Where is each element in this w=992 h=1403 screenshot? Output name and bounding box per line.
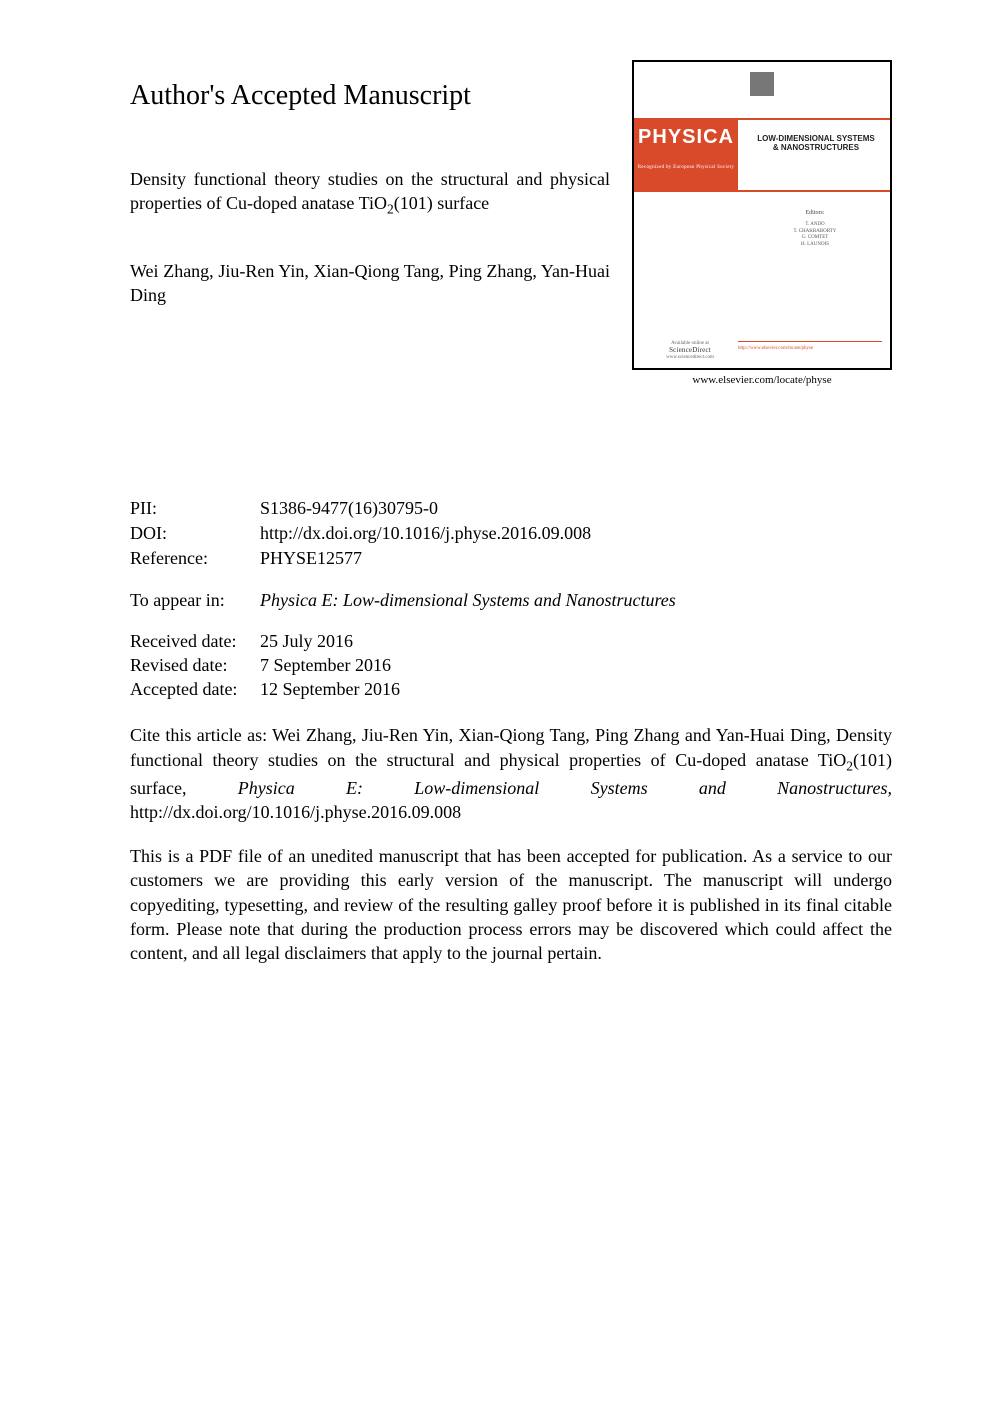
meta-row-pii: PII: S1386-9477(16)30795-0 <box>130 496 892 521</box>
dates-block: Received date: 25 July 2016 Revised date… <box>130 629 892 702</box>
cover-top <box>634 62 890 118</box>
article-meta: PII: S1386-9477(16)30795-0 DOI: http://d… <box>130 496 892 572</box>
to-appear-row: To appear in: Physica E: Low-dimensional… <box>130 590 892 611</box>
received-label: Received date: <box>130 629 260 653</box>
meta-row-reference: Reference: PHYSE12577 <box>130 546 892 571</box>
editors-label: Editors: <box>748 210 882 216</box>
title-subscript: 2 <box>387 202 394 217</box>
sciencedirect-name: ScienceDirect <box>642 347 738 355</box>
journal-cover-wrap: PHYSICA Recognized by European Physical … <box>632 60 892 386</box>
page-heading: Author's Accepted Manuscript <box>130 80 610 112</box>
cover-bottom: Available online at ScienceDirect www.sc… <box>634 341 890 360</box>
journal-subtitle: Recognized by European Physical Society <box>634 165 738 170</box>
cite-post: http://dx.doi.org/10.1016/j.physe.2016.0… <box>130 802 461 822</box>
editors-list: T. ANDO T. CHAKRABORTY G. COMTET H. LAUN… <box>748 222 882 248</box>
reference-label: Reference: <box>130 546 260 571</box>
publisher-logo-icon <box>750 72 774 96</box>
doi-value[interactable]: http://dx.doi.org/10.1016/j.physe.2016.0… <box>260 521 591 546</box>
date-row-revised: Revised date: 7 September 2016 <box>130 653 892 677</box>
cover-caption: www.elsevier.com/locate/physe <box>632 374 892 386</box>
pii-value: S1386-9477(16)30795-0 <box>260 496 438 521</box>
authors: Wei Zhang, Jiu-Ren Yin, Xian-Qiong Tang,… <box>130 259 610 308</box>
cite-subscript: 2 <box>846 758 853 773</box>
accepted-label: Accepted date: <box>130 677 260 701</box>
cover-mid-right: Editors: T. ANDO T. CHAKRABORTY G. COMTE… <box>738 192 890 322</box>
to-appear-label: To appear in: <box>130 590 260 611</box>
received-value: 25 July 2016 <box>260 629 353 653</box>
band-right: LOW-DIMENSIONAL SYSTEMS & NANOSTRUCTURES <box>738 118 890 192</box>
meta-row-doi: DOI: http://dx.doi.org/10.1016/j.physe.2… <box>130 521 892 546</box>
cover-mid-left <box>634 192 738 322</box>
journal-name: PHYSICA <box>634 126 738 149</box>
pii-label: PII: <box>130 496 260 521</box>
revised-label: Revised date: <box>130 653 260 677</box>
journal-scope-line1: LOW-DIMENSIONAL SYSTEMS <box>748 134 884 143</box>
physica-box: PHYSICA Recognized by European Physical … <box>634 118 738 192</box>
cite-pre: Cite this article as: Wei Zhang, Jiu-Ren… <box>130 725 892 769</box>
cover-journal-url: http://www.elsevier.com/locate/physe <box>738 341 882 360</box>
citation-block: Cite this article as: Wei Zhang, Jiu-Ren… <box>130 723 892 824</box>
cover-title-band: PHYSICA Recognized by European Physical … <box>634 118 890 192</box>
date-row-received: Received date: 25 July 2016 <box>130 629 892 653</box>
cover-mid: Editors: T. ANDO T. CHAKRABORTY G. COMTE… <box>634 192 890 322</box>
cite-journal-italic: Physica E: Low-dimensional Systems and N… <box>238 778 892 798</box>
notice-paragraph: This is a PDF file of an unedited manusc… <box>130 844 892 965</box>
title-text-pre: Density functional theory studies on the… <box>130 169 610 213</box>
sciencedirect-box: Available online at ScienceDirect www.sc… <box>642 341 738 360</box>
accepted-value: 12 September 2016 <box>260 677 400 701</box>
title-author-column: Author's Accepted Manuscript Density fun… <box>130 60 610 308</box>
date-row-accepted: Accepted date: 12 September 2016 <box>130 677 892 701</box>
manuscript-cover-page: Author's Accepted Manuscript Density fun… <box>0 0 992 1026</box>
sciencedirect-url: www.sciencedirect.com <box>642 355 738 361</box>
revised-value: 7 September 2016 <box>260 653 391 677</box>
journal-cover-thumbnail: PHYSICA Recognized by European Physical … <box>632 60 892 370</box>
title-text-post: (101) surface <box>394 193 489 213</box>
journal-scope-line2: & NANOSTRUCTURES <box>748 143 884 152</box>
reference-value: PHYSE12577 <box>260 546 362 571</box>
article-title: Density functional theory studies on the… <box>130 167 610 219</box>
header-row: Author's Accepted Manuscript Density fun… <box>130 60 892 386</box>
doi-label: DOI: <box>130 521 260 546</box>
to-appear-value: Physica E: Low-dimensional Systems and N… <box>260 590 676 611</box>
